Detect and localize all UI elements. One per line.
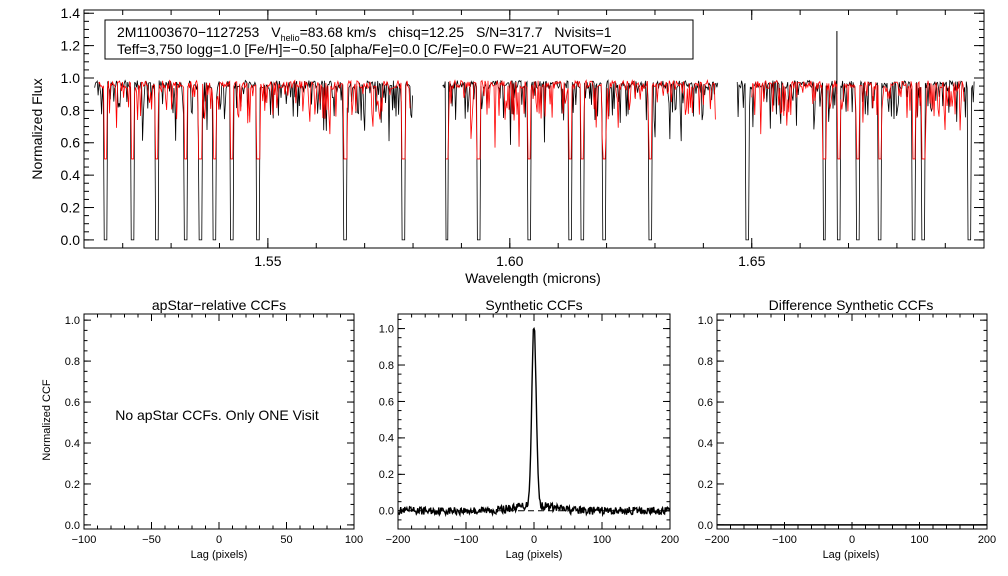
v-helio-value: =83.68 km/s xyxy=(300,24,377,40)
y-tick-label: 0.6 xyxy=(61,135,81,151)
model-spectrum-chip-3 xyxy=(751,79,965,160)
x-tick-label: −50 xyxy=(142,534,161,546)
apstar-ccf-x-label: Lag (pixels) xyxy=(191,549,248,561)
y-tick-label: 0.4 xyxy=(698,438,713,450)
signal-to-noise: S/N=317.7 xyxy=(476,24,543,40)
synthetic-ccf-line xyxy=(397,327,671,518)
x-tick-label: 100 xyxy=(910,534,928,546)
model-spectrum-chip-2 xyxy=(445,78,716,160)
x-tick-label: 0 xyxy=(216,534,222,546)
model-spectrum-chip-1 xyxy=(98,79,411,160)
y-tick-label: 0.2 xyxy=(61,199,81,215)
y-tick-label: 1.0 xyxy=(61,70,81,86)
annotation-box xyxy=(104,19,694,60)
y-tick-label: 0.0 xyxy=(61,232,81,248)
apstar-ccf-y-label: Normalized CCF xyxy=(41,379,53,461)
y-tick-label: 0.2 xyxy=(65,479,80,491)
apstar-ccf-message: No apStar CCFs. Only ONE Visit xyxy=(115,407,319,423)
y-tick-label: 0.0 xyxy=(698,520,713,532)
x-tick-label: 1.55 xyxy=(254,253,281,269)
x-tick-label: 200 xyxy=(661,534,679,546)
spectrum-ticks: 1.55 1.60 1.65 0.0 0.2 0.4 0.6 0.8 1.0 1.2 1.4 xyxy=(61,5,984,269)
y-tick-label: 0.8 xyxy=(65,356,80,368)
x-tick-label: −200 xyxy=(386,534,411,546)
x-tick-label: 1.65 xyxy=(738,253,765,269)
star-id: 2M11003670−1127253 xyxy=(117,24,260,40)
x-tick-label: 1.60 xyxy=(496,253,523,269)
v-helio-subscript: helio xyxy=(281,33,300,43)
apstar-ccf-ticks: −100 −50 0 50 100 0.0 0.2 0.4 0.6 0.8 1.0 xyxy=(65,314,363,546)
diff-ccf-axes-frame xyxy=(716,313,988,530)
diff-ccf-panel: Difference Synthetic CCFs −200 −100 0 100 20… xyxy=(698,297,996,561)
x-tick-label: 0 xyxy=(531,534,537,546)
synthetic-ccf-title: Synthetic CCFs xyxy=(485,297,582,313)
spectrum-panel: 1.55 1.60 1.65 0.0 0.2 0.4 0.6 0.8 1.0 1.2 1.4 Wav… xyxy=(29,5,985,286)
y-tick-label: 1.4 xyxy=(61,5,81,21)
spectrum-y-label: Normalized Flux xyxy=(29,78,45,179)
y-tick-label: 0.4 xyxy=(379,433,394,445)
x-tick-label: 100 xyxy=(593,534,611,546)
y-tick-label: 0.0 xyxy=(65,520,80,532)
x-tick-label: −200 xyxy=(705,534,730,546)
diff-ccf-title: Difference Synthetic CCFs xyxy=(769,297,934,313)
y-tick-label: 0.6 xyxy=(379,396,394,408)
y-tick-label: 1.0 xyxy=(698,315,713,327)
spectrum-x-label: Wavelength (microns) xyxy=(465,270,601,286)
x-tick-label: 0 xyxy=(849,534,855,546)
y-tick-label: 1.2 xyxy=(61,38,81,54)
apstar-ccf-title: apStar−relative CCFs xyxy=(152,297,286,313)
synthetic-ccf-axes-frame xyxy=(397,313,671,530)
spectrum-axes-frame xyxy=(83,9,985,249)
observed-spectrum-chip-1 xyxy=(94,79,413,241)
synthetic-ccf-plot-area xyxy=(397,327,671,518)
annotation-line-1: 2M11003670−1127253 Vhelio=83.68 km/s chi… xyxy=(117,24,612,43)
y-tick-label: 0.0 xyxy=(379,506,394,518)
nvisits-value: Nvisits=1 xyxy=(554,24,611,40)
chisq-value: chisq=12.25 xyxy=(388,24,464,40)
x-tick-label: −100 xyxy=(454,534,479,546)
x-tick-label: 100 xyxy=(345,534,363,546)
y-tick-label: 0.8 xyxy=(698,356,713,368)
y-tick-label: 0.4 xyxy=(61,167,81,183)
synthetic-ccf-ticks: −200 −100 0 100 200 0.0 0.2 0.4 0.6 0.8 1.0 xyxy=(379,314,679,546)
y-tick-label: 1.0 xyxy=(65,315,80,327)
x-tick-label: 50 xyxy=(280,534,292,546)
x-tick-label: −100 xyxy=(772,534,797,546)
synthetic-ccf-x-label: Lag (pixels) xyxy=(506,549,563,561)
apstar-ccf-panel: apStar−relative CCFs −100 −50 0 50 100 0.0 0.2… xyxy=(41,297,363,561)
annotation-line-2: Teff=3,750 logg=1.0 [Fe/H]=−0.50 [alpha/… xyxy=(117,41,626,57)
diff-ccf-x-label: Lag (pixels) xyxy=(823,549,880,561)
diff-ccf-ticks: −200 −100 0 100 200 0.0 0.2 0.4 0.6 0.8 1.0 xyxy=(698,314,996,546)
synthetic-ccf-panel: Synthetic CCFs −200 −100 0 100 200 0.0 0.2 0.4 0… xyxy=(379,297,679,561)
spectrum-plot-area xyxy=(94,31,975,241)
y-tick-label: 0.6 xyxy=(698,397,713,409)
y-tick-label: 1.0 xyxy=(379,323,394,335)
y-tick-label: 0.8 xyxy=(61,102,81,118)
v-helio-symbol: V xyxy=(271,24,281,40)
x-tick-label: 200 xyxy=(978,534,996,546)
y-tick-label: 0.2 xyxy=(698,479,713,491)
y-tick-label: 0.4 xyxy=(65,438,80,450)
y-tick-label: 0.2 xyxy=(379,469,394,481)
x-tick-label: −100 xyxy=(72,534,97,546)
y-tick-label: 0.6 xyxy=(65,397,80,409)
y-tick-label: 0.8 xyxy=(379,360,394,372)
